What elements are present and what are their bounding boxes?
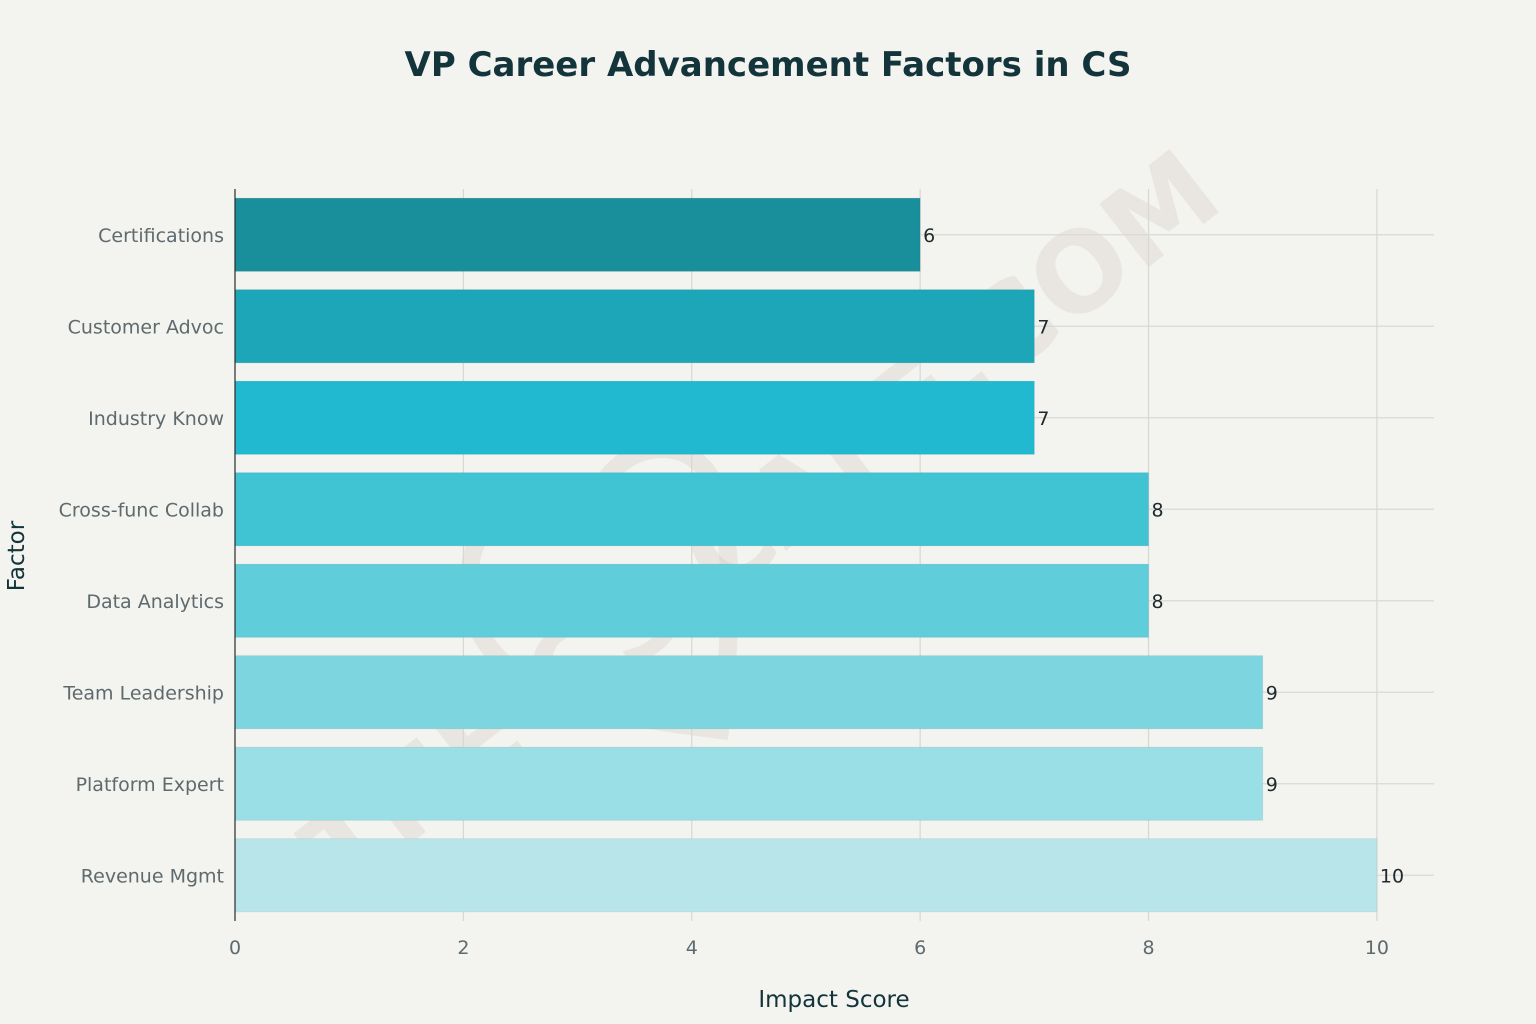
labels: 0 2 4 6 8 10 Certifications 6 Customer Advoc 7 Ind… (59, 225, 1404, 959)
bar (234, 746, 1264, 821)
chart-title: VP Career Advancement Factors in CS (405, 45, 1132, 85)
bar-value-label: 7 (1037, 316, 1049, 338)
y-category-label: Customer Advoc (68, 316, 224, 338)
bar (234, 289, 1035, 364)
x-tick-label: 0 (229, 937, 241, 959)
x-tick-label: 10 (1365, 937, 1389, 959)
y-category-label: Platform Expert (76, 774, 224, 796)
bar-value-label: 9 (1266, 682, 1278, 704)
bar (234, 655, 1264, 730)
bar (234, 197, 921, 272)
x-tick-label: 2 (457, 937, 469, 959)
y-axis-title: Factor (4, 520, 30, 591)
x-axis-title: Impact Score (758, 987, 909, 1013)
y-category-label: Cross-func Collab (59, 499, 224, 521)
x-tick-label: 6 (914, 937, 926, 959)
bar-value-label: 6 (923, 225, 935, 247)
x-tick-label: 4 (686, 937, 698, 959)
bar (234, 472, 1150, 547)
bar-value-label: 9 (1266, 774, 1278, 796)
x-tick-label: 8 (1142, 937, 1154, 959)
y-category-label: Revenue Mgmt (81, 865, 224, 887)
bar (234, 838, 1378, 913)
bars (234, 197, 1378, 913)
bar-value-label: 8 (1152, 499, 1164, 521)
bar (234, 563, 1150, 638)
y-category-label: Industry Know (88, 408, 224, 430)
bar-value-label: 8 (1152, 591, 1164, 613)
bar-value-label: 10 (1380, 865, 1404, 887)
y-category-label: Team Leadership (62, 682, 224, 704)
y-category-label: Certifications (98, 225, 224, 247)
bar (234, 380, 1035, 455)
bar-value-label: 7 (1037, 408, 1049, 430)
y-category-label: Data Analytics (86, 591, 224, 613)
